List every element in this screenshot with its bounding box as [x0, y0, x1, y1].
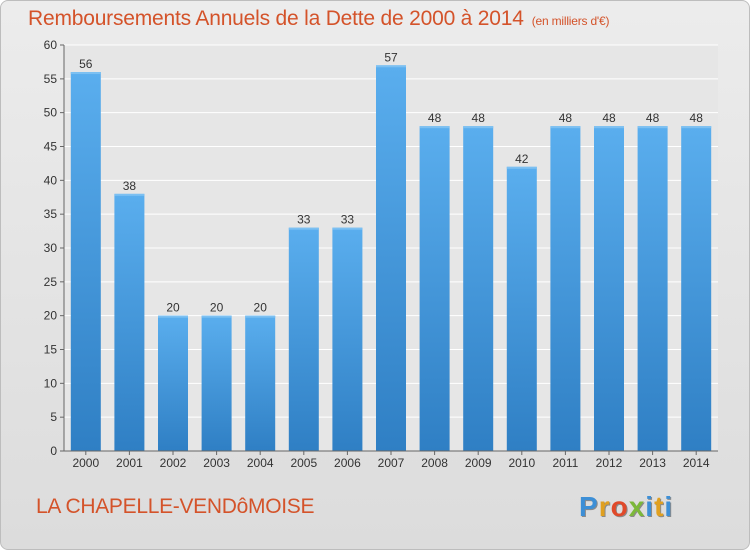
data-labels: 56 38 20 20 20 33 33 57 48 48 42 48 48 48 48 [79, 50, 703, 314]
bar-2013 [637, 126, 668, 451]
bar-2006 [332, 227, 363, 451]
proxiti-logo: Proxiti [579, 491, 673, 523]
x-tick-label: 2000 [72, 456, 99, 470]
bar-highlight [245, 315, 276, 318]
bar-highlight [376, 65, 406, 68]
logo-letter: o [610, 491, 629, 522]
x-tick-label: 2014 [683, 456, 710, 470]
bar-highlight [288, 227, 319, 230]
x-tick-label: 2009 [465, 456, 492, 470]
y-tick-label: 10 [44, 376, 58, 390]
bar-2012 [594, 126, 624, 451]
bar-highlight [681, 126, 712, 129]
data-label-2000: 56 [79, 57, 93, 71]
data-label-2004: 20 [254, 301, 268, 315]
bar-highlight [158, 315, 188, 318]
logo-letter: r [598, 491, 611, 522]
bar-2001 [114, 193, 145, 451]
data-label-2009: 48 [472, 111, 486, 125]
bar-highlight [463, 126, 494, 129]
chart-title: Remboursements Annuels de la Dette de 20… [28, 7, 609, 31]
data-label-2007: 57 [384, 50, 398, 64]
x-tick-label: 2007 [378, 456, 405, 470]
x-tick-label: 2003 [203, 456, 230, 470]
logo-letter: P [579, 491, 599, 522]
bar-highlight [419, 126, 450, 129]
bar-2003 [201, 315, 232, 451]
y-tick-label: 55 [44, 72, 58, 86]
bar-highlight [332, 227, 363, 230]
data-label-2008: 48 [428, 111, 442, 125]
y-tick-label: 35 [44, 207, 58, 221]
data-label-2001: 38 [123, 179, 137, 193]
bar-2009 [463, 126, 494, 451]
bar-2007 [376, 65, 406, 452]
x-tick-label: 2004 [247, 456, 274, 470]
bar-2010 [506, 166, 537, 452]
logo-letter: t [654, 491, 665, 522]
bar-2011 [550, 126, 581, 451]
data-label-2014: 48 [690, 111, 704, 125]
data-label-2002: 20 [166, 301, 180, 315]
y-tick-label: 50 [44, 106, 58, 120]
bar-highlight [201, 315, 232, 318]
x-tick-label: 2005 [290, 456, 317, 470]
y-tick-label: 15 [44, 343, 58, 357]
y-tick-labels: 0 5 10 15 20 25 30 35 40 45 50 55 60 [44, 38, 64, 458]
bars [70, 65, 712, 452]
y-tick-label: 30 [44, 241, 58, 255]
x-tick-label: 2012 [596, 456, 623, 470]
x-tick-label: 2001 [116, 456, 143, 470]
bar-highlight [550, 126, 581, 129]
title-text: Remboursements Annuels de la Dette de 20… [28, 7, 524, 30]
data-label-2006: 33 [341, 213, 355, 227]
commune-name: LA CHAPELLE-VENDôMOISE [36, 495, 315, 518]
bar-2005 [288, 227, 319, 451]
y-tick-label: 0 [50, 444, 57, 458]
bar-2004 [245, 315, 276, 451]
y-tick-label: 45 [44, 140, 58, 154]
x-tick-label: 2011 [552, 456, 578, 470]
bar-highlight [637, 126, 668, 129]
logo-letter: i [664, 491, 674, 522]
data-label-2013: 48 [646, 111, 660, 125]
logo-letter: x [628, 491, 646, 522]
data-label-2003: 20 [210, 301, 224, 315]
bar-highlight [594, 126, 624, 129]
x-tick-labels: 2000 2001 2002 2003 2004 2005 2006 2007 2008 2009… [72, 451, 710, 470]
x-tick-label: 2013 [639, 456, 666, 470]
data-label-2010: 42 [515, 152, 529, 166]
y-tick-label: 40 [44, 173, 58, 187]
bar-2002 [158, 315, 188, 451]
data-label-2012: 48 [602, 111, 616, 125]
y-tick-label: 60 [44, 38, 58, 52]
bar-highlight [506, 166, 537, 169]
bar-2000 [70, 72, 101, 452]
x-tick-label: 2008 [421, 456, 448, 470]
x-tick-label: 2006 [334, 456, 361, 470]
y-tick-label: 25 [44, 275, 58, 289]
y-tick-label: 5 [50, 410, 57, 424]
logo-letter: i [645, 491, 655, 522]
data-label-2005: 33 [297, 213, 311, 227]
bar-2014 [681, 126, 712, 451]
bar-highlight [70, 72, 101, 75]
x-tick-label: 2010 [508, 456, 535, 470]
y-tick-label: 20 [44, 309, 58, 323]
data-label-2011: 48 [559, 111, 573, 125]
chart-subtitle: (en milliers d'€) [531, 14, 610, 28]
x-tick-label: 2002 [160, 456, 187, 470]
bar-highlight [114, 193, 145, 196]
bar-2008 [419, 126, 450, 451]
